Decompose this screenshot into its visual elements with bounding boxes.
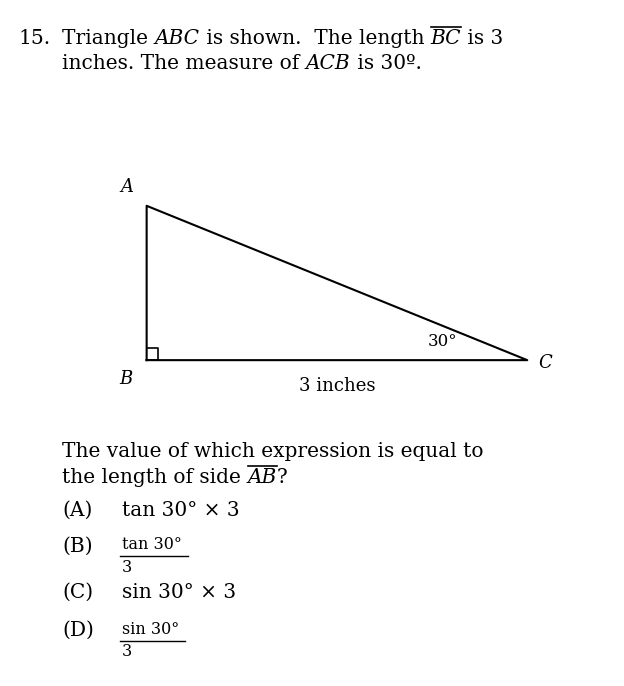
Text: ACB: ACB xyxy=(306,54,351,73)
Text: BC: BC xyxy=(431,29,461,48)
Text: 3 inches: 3 inches xyxy=(299,377,375,395)
Text: is 3: is 3 xyxy=(461,29,504,48)
Text: AB: AB xyxy=(248,468,277,487)
Text: Triangle: Triangle xyxy=(62,29,155,48)
Text: 3: 3 xyxy=(122,643,132,661)
Text: A: A xyxy=(120,178,133,196)
Text: inches. The measure of: inches. The measure of xyxy=(62,54,306,73)
Text: B: B xyxy=(120,370,133,388)
Text: is 30º.: is 30º. xyxy=(351,54,422,73)
Text: is shown.  The length: is shown. The length xyxy=(200,29,431,48)
Text: C: C xyxy=(538,354,552,372)
Text: tan 30° × 3: tan 30° × 3 xyxy=(122,501,240,520)
Text: the length of side: the length of side xyxy=(62,468,248,487)
Text: 30°: 30° xyxy=(428,333,458,350)
Text: 15.: 15. xyxy=(19,29,51,48)
Text: sin 30°: sin 30° xyxy=(122,621,179,638)
Text: tan 30°: tan 30° xyxy=(122,536,182,554)
Text: ABC: ABC xyxy=(155,29,200,48)
Text: (B): (B) xyxy=(62,536,93,556)
Text: 3: 3 xyxy=(122,559,132,576)
Text: The value of which expression is equal to: The value of which expression is equal t… xyxy=(62,442,484,462)
Text: ?: ? xyxy=(277,468,288,487)
Text: (C): (C) xyxy=(62,583,94,602)
Text: (A): (A) xyxy=(62,501,93,520)
Text: sin 30° × 3: sin 30° × 3 xyxy=(122,583,236,602)
Text: (D): (D) xyxy=(62,621,94,640)
